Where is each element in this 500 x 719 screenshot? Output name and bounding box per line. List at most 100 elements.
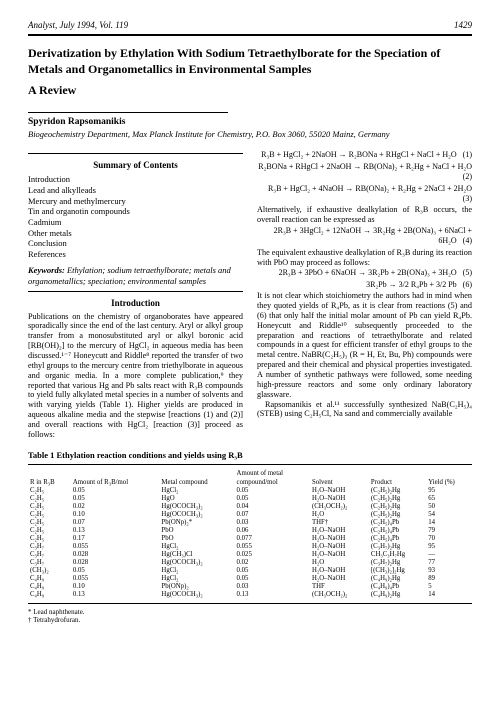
table-cell: 0.05 (71, 487, 160, 495)
table-cell: (C₄H₉)₂Hg (369, 591, 426, 599)
table-cell: H₂O–NaOH (310, 495, 369, 503)
table-footnotes: * Lead naphthenate. † Tetrahydrofuran. (28, 608, 472, 625)
table-caption: Table 1 Ethylation reaction conditions a… (28, 450, 472, 460)
table-cell: Hg(OCOCH₃)₂ (159, 559, 234, 567)
table-row: C₂H₅0.13PbO0.06H₂O–NaOH(C₂H₅)₄Pb79 (28, 527, 472, 535)
table-cell: 0.07 (235, 511, 310, 519)
table-cell: 79 (426, 527, 472, 535)
table-row: (CH₃)₂0.05HgCl₂0.05H₂O–NaOH[(CH₃)₂]₂Hg93 (28, 567, 472, 575)
equation-6: 3R₂Pb → 3/2 R₄Pb + 3/2 Pb (6) (257, 280, 472, 290)
table-rule-top (28, 464, 472, 465)
eq-num: (5) (463, 268, 472, 277)
table-cell: H₂O–NaOH (310, 543, 369, 551)
toc-list: Introduction Lead and alkylleads Mercury… (28, 174, 243, 259)
table-cell: 50 (426, 503, 472, 511)
table-cell: 0.02 (235, 559, 310, 567)
table-cell: Pb(ONp)₂* (159, 519, 234, 527)
intro-paragraph: Publications on the chemistry of organob… (28, 312, 243, 440)
page-number: 1429 (454, 20, 472, 30)
author-name: Spyridon Rapsomanikis (28, 117, 472, 127)
eq-text: 3R₂Pb → 3/2 R₄Pb + 3/2 Pb (366, 280, 457, 289)
eq-text: 2R₃B + 3PbO + 6NaOH → 3R₂Pb + 2B(ONa)₃ +… (279, 268, 457, 277)
page-header: Analyst, July 1994, Vol. 119 1429 (28, 20, 472, 30)
table-cell: C₄H₉ (28, 591, 71, 599)
table-cell: [(CH₃)₂]₂Hg (369, 567, 426, 575)
toc-heading: Summary of Contents (28, 160, 243, 170)
toc-item: Introduction (28, 174, 243, 185)
footnote: † Tetrahydrofuran. (28, 616, 472, 624)
table-cell: Pb(ONp)₂ (159, 583, 234, 591)
table-cell: 0.13 (235, 591, 310, 599)
table-cell: HgO (159, 495, 234, 503)
eq-num: (6) (463, 280, 472, 289)
table-cell: 93 (426, 567, 472, 575)
table-cell: 77 (426, 559, 472, 567)
th: Yield (%) (426, 478, 472, 487)
table-cell: C₄H₉ (28, 583, 71, 591)
eq-num: (1) (463, 150, 472, 159)
para-after-eq: It is not clear which stoichiometry the … (257, 291, 472, 399)
table-cell: C₄H₉ (28, 575, 71, 583)
table-cell: 95 (426, 487, 472, 495)
table-cell: C₂H₅ (28, 487, 71, 495)
table-cell: 89 (426, 575, 472, 583)
table-body: C₂H₅0.05HgCl₂0.05H₂O–NaOH(C₂H₅)₂Hg95C₂H₅… (28, 487, 472, 599)
table-cell: 0.10 (71, 583, 160, 591)
th: Metal compound (159, 478, 234, 487)
table-cell: C₂H₅ (28, 527, 71, 535)
table-cell: 54 (426, 511, 472, 519)
table-cell: 0.05 (235, 487, 310, 495)
table-row: C₃H₇0.028Hg(CH₃)Cl0.025H₂O–NaOHCH₃C₃H₇Hg… (28, 551, 472, 559)
col-group-head: Amount of metal (235, 469, 310, 478)
keywords-block: Keywords: Ethylation; sodium tetraethylb… (28, 265, 243, 286)
right-column: R₃B + HgCl₂ + 2NaOH → R₂BONa + RHgCl + N… (257, 149, 472, 439)
table-header-row: R in R₃B Amount of R₃B/mol Metal compoun… (28, 478, 472, 487)
table-cell: 0.13 (71, 527, 160, 535)
toc-rule-bottom (28, 291, 243, 292)
table-cell: 0.07 (71, 519, 160, 527)
table-cell: C₃H₇ (28, 551, 71, 559)
th: R in R₃B (28, 478, 71, 487)
table-head: Amount of metal R in R₃B Amount of R₃B/m… (28, 469, 472, 487)
th: Product (369, 478, 426, 487)
para-rapsomanikis: Rapsomanikis et al.¹¹ successfully synth… (257, 400, 472, 420)
table-cell: PbO (159, 527, 234, 535)
table-row: C₄H₉0.055HgCl₂0.05H₂O–NaOH(C₄H₉)₂Hg89 (28, 575, 472, 583)
table-row: C₃H₇0.055HgCl₂0.055H₂O–NaOH(C₃H₇)₂Hg95 (28, 543, 472, 551)
equation-5: 2R₃B + 3PbO + 6NaOH → 3R₂Pb + 2B(ONa)₃ +… (257, 268, 472, 278)
table-row: C₂H₅0.10Hg(OCOCH₃)₂0.07H₂O(C₂H₅)₂Hg54 (28, 511, 472, 519)
equation-2: R₂BONa + RHgCl + 2NaOH → RB(ONa)₂ + R₂Hg… (257, 162, 472, 183)
table-cell: HgCl₂ (159, 575, 234, 583)
eq-text: 2R₃B + 3HgCl₂ + 12NaOH → 3R₂Hg + 2B(ONa)… (274, 226, 472, 245)
eq-text: R₃B + HgCl₂ + 4NaOH → RB(ONa)₂ + R₂Hg + … (268, 184, 472, 193)
table-cell: 0.04 (235, 503, 310, 511)
table-cell: (C₂H₅)₄Pb (369, 527, 426, 535)
ethylation-table: Amount of metal R in R₃B Amount of R₃B/m… (28, 469, 472, 599)
table-cell: THF (310, 583, 369, 591)
toc-rule-top (28, 153, 243, 154)
para-alternative: Alternatively, if exhaustive dealkylatio… (257, 205, 472, 225)
left-column: Summary of Contents Introduction Lead an… (28, 149, 243, 439)
table-cell: C₂H₅ (28, 519, 71, 527)
table-cell: HgCl₂ (159, 543, 234, 551)
table-cell: 0.03 (235, 519, 310, 527)
table-cell: H₂O–NaOH (310, 487, 369, 495)
table-cell: 0.05 (71, 567, 160, 575)
table-row: C₂H₅0.05HgCl₂0.05H₂O–NaOH(C₂H₅)₂Hg95 (28, 487, 472, 495)
table-cell: Hg(OCOCH₃)₂ (159, 591, 234, 599)
table-cell: 0.055 (235, 543, 310, 551)
two-column-body: Summary of Contents Introduction Lead an… (28, 149, 472, 439)
toc-item: Tin and organotin compounds (28, 206, 243, 217)
table-cell: 70 (426, 535, 472, 543)
table-row: C₂H₅0.07Pb(ONp)₂*0.03THF†(C₂H₅)₄Pb14 (28, 519, 472, 527)
toc-item: Other metals (28, 228, 243, 239)
table-cell: — (426, 551, 472, 559)
article-subtitle: A Review (28, 83, 472, 98)
table-cell: 0.025 (235, 551, 310, 559)
table-cell: H₂O (310, 511, 369, 519)
th: Solvent (310, 478, 369, 487)
table-cell: PbO (159, 535, 234, 543)
table-row: C₄H₉0.10Pb(ONp)₂0.03THF(C₄H₉)₄Pb5 (28, 583, 472, 591)
footnote: * Lead naphthenate. (28, 608, 472, 616)
journal-name: Analyst, July 1994, Vol. 119 (28, 20, 128, 30)
